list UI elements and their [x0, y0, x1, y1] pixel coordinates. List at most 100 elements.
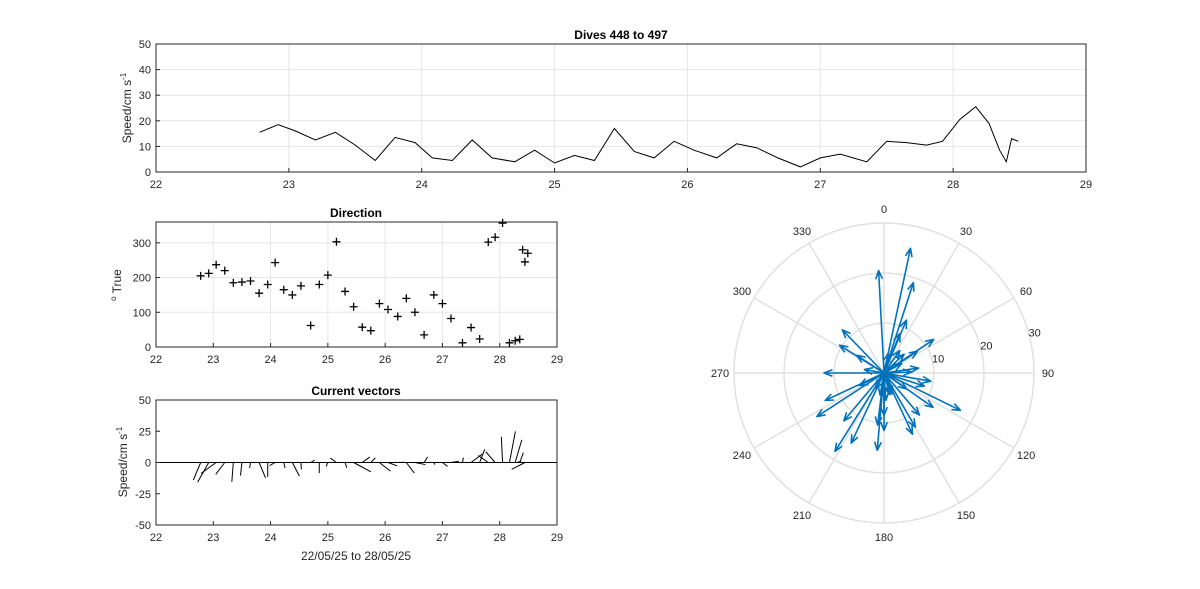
speed-x-tick-label: 29: [1080, 179, 1092, 191]
direction-y-tick-label: 300: [133, 238, 151, 250]
compass-arrow: [883, 372, 914, 435]
direction-x-tick-label: 22: [150, 354, 162, 366]
current-vector: [291, 462, 300, 477]
direction-point: [447, 314, 456, 323]
compass-angle-label: 0: [881, 204, 887, 216]
direction-point: [229, 278, 238, 287]
compass-arrow: [841, 329, 885, 374]
compass-spoke: [753, 372, 885, 449]
direction-point: [332, 237, 341, 246]
vectors-y-tick-label: -25: [135, 489, 151, 501]
direction-x-tick-label: 26: [379, 354, 391, 366]
compass-spoke: [883, 242, 960, 374]
speed-x-tick-label: 28: [947, 179, 959, 191]
compass-angle-label: 210: [793, 510, 811, 522]
vectors-y-tick-label: -50: [135, 520, 151, 532]
compass-arrow: [883, 247, 913, 374]
direction-point: [196, 271, 205, 280]
compass-arrow: [883, 281, 915, 374]
current-vector: [519, 452, 524, 463]
speed-y-tick-label: 50: [139, 39, 151, 51]
direction-point: [498, 219, 507, 228]
compass-spoke: [753, 297, 885, 374]
compass-arrow: [883, 372, 962, 412]
compass-arrow: [883, 372, 908, 390]
current-vector: [310, 459, 315, 463]
current-vector: [461, 457, 464, 463]
current-vector: [269, 462, 276, 467]
current-vector: [361, 456, 371, 463]
direction-point: [279, 285, 288, 294]
direction-point: [296, 281, 305, 290]
direction-point: [306, 321, 315, 330]
compass-spoke: [808, 372, 885, 504]
speed-series-line: [259, 105, 1019, 168]
direction-point: [366, 326, 375, 335]
compass-angle-label: 150: [957, 510, 975, 522]
speed-panel: 22 23 24 25 26 27 28 29 0 10 20 30 40 50 Dives 448 t…: [119, 28, 1092, 191]
compass-radius-label: 10: [932, 354, 944, 366]
direction-point: [220, 266, 229, 275]
direction-point: [246, 277, 255, 286]
direction-point: [255, 289, 264, 298]
compass-arrow: [883, 372, 932, 384]
direction-point: [518, 245, 527, 254]
direction-point: [467, 323, 476, 332]
compass-angle-label: 240: [733, 450, 751, 462]
compass-angle-label: 60: [1020, 286, 1032, 298]
direction-point: [438, 299, 447, 308]
compass-arrow: [883, 365, 920, 374]
compass-arrow: [879, 373, 889, 417]
vectors-y-tick-label: 50: [139, 395, 151, 407]
direction-point: [384, 305, 393, 314]
speed-x-tick-label: 27: [814, 179, 826, 191]
direction-point: [288, 290, 297, 299]
current-vector: [405, 462, 415, 474]
compass-angle-label: 90: [1042, 368, 1054, 380]
vectors-x-tick-label: 22: [150, 532, 162, 544]
direction-point: [520, 257, 529, 266]
current-vector: [192, 462, 202, 481]
direction-y-axis-label: oTrue: [109, 269, 124, 301]
speed-x-tick-label: 24: [416, 179, 428, 191]
direction-axes-box: [155, 221, 558, 348]
direction-point: [523, 249, 532, 258]
vectors-y-tick-label: 25: [139, 426, 151, 438]
direction-point: [511, 336, 520, 345]
current-vector: [511, 462, 526, 470]
compass-radius-label: 30: [1029, 328, 1041, 340]
speed-y-tick-label: 0: [145, 167, 151, 179]
direction-point: [484, 238, 493, 247]
direction-point: [315, 280, 324, 289]
direction-y-tick-label: 0: [145, 342, 151, 354]
compass-arrow: [883, 332, 901, 374]
current-vector: [423, 456, 429, 463]
compass-angle-label: 330: [793, 226, 811, 238]
direction-y-tick-label: 200: [133, 273, 151, 285]
direction-panel: 22 23 24 25 26 27 28 29 0 100 200 300 Direction oT…: [109, 206, 563, 366]
current-vector: [477, 455, 489, 463]
speed-y-tick-label: 20: [139, 116, 151, 128]
direction-x-tick-label: 27: [436, 354, 448, 366]
speed-x-tick-label: 25: [548, 179, 560, 191]
vectors-x-tick-label: 25: [322, 532, 334, 544]
compass-arrow: [874, 269, 885, 374]
compass-arrow: [883, 349, 901, 374]
direction-point: [402, 294, 411, 303]
speed-chart-title: Dives 448 to 497: [574, 28, 668, 42]
vectors-x-tick-label: 26: [379, 532, 391, 544]
vectors-x-tick-label: 27: [436, 532, 448, 544]
compass-arrow: [883, 372, 921, 416]
speed-x-tick-label: 26: [681, 179, 693, 191]
current-vector: [249, 462, 252, 469]
compass-arrow: [838, 344, 885, 374]
direction-point: [323, 271, 332, 280]
direction-x-tick-label: 29: [551, 354, 563, 366]
direction-point: [458, 338, 467, 347]
direction-point: [358, 323, 367, 332]
direction-point: [491, 233, 500, 242]
speed-y-axis-label: Speed/cm s-1: [119, 72, 134, 143]
current-vector: [353, 462, 372, 473]
current-vector: [514, 439, 523, 463]
